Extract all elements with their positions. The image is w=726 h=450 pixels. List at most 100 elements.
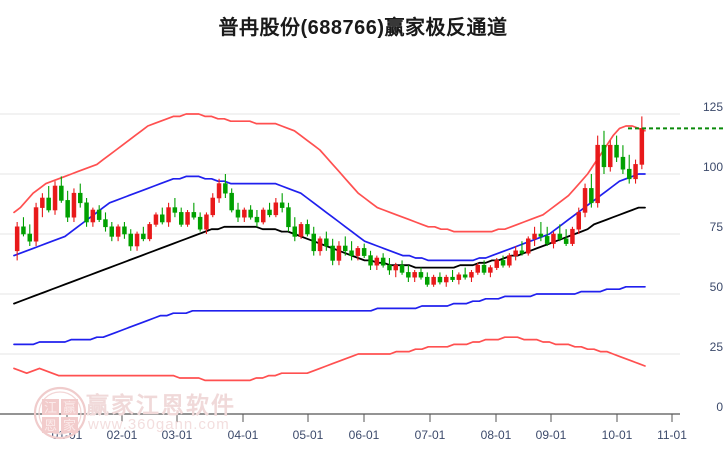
x-axis-label-05-01: 05-01: [292, 428, 324, 442]
candle-body: [286, 207, 291, 228]
candle-body: [267, 209, 272, 216]
candle-body: [109, 226, 115, 237]
candle-body: [122, 226, 127, 235]
candle-body: [519, 250, 525, 254]
candle-body: [96, 209, 102, 220]
candle-body: [160, 214, 165, 223]
candle-body: [179, 212, 184, 225]
candle-body: [576, 212, 581, 230]
candle-body: [387, 264, 392, 271]
candle-body: [462, 274, 468, 278]
candle-body: [317, 238, 323, 252]
candle-body: [14, 226, 20, 252]
candle-body: [481, 264, 487, 273]
candle-body: [336, 245, 342, 261]
candle-body: [342, 245, 348, 252]
candle-body: [330, 245, 335, 261]
candle-body: [305, 224, 310, 235]
band-lines: [13, 113, 646, 382]
candle-body: [437, 276, 443, 283]
candle-body: [21, 226, 26, 235]
candle-body: [153, 214, 159, 225]
candle-body: [33, 207, 39, 242]
candle-body: [254, 216, 260, 223]
candle-body: [374, 257, 380, 266]
candle-body: [626, 168, 632, 180]
candle-body: [204, 214, 209, 230]
x-axis-label-07-01: 07-01: [414, 428, 446, 442]
candle-body: [185, 212, 190, 225]
y-axis-label-100: 100: [702, 160, 723, 174]
candle-body: [412, 272, 417, 278]
axis-lines: [0, 413, 680, 422]
x-axis-label-08-01: 08-01: [480, 428, 512, 442]
candle-body: [595, 144, 600, 204]
candle-body: [248, 209, 253, 218]
y-axis-label-75: 75: [709, 220, 723, 234]
x-axis-label-11-01: 11-01: [657, 428, 687, 442]
candle-body: [260, 209, 266, 223]
candle-body: [71, 192, 77, 218]
candle-body: [216, 183, 222, 199]
candle-body: [311, 233, 316, 252]
candle-body: [134, 233, 140, 247]
candle-body: [406, 272, 411, 278]
candle-body: [235, 209, 241, 218]
x-axis-label-06-01: 06-01: [348, 428, 380, 442]
candle-body: [601, 144, 607, 168]
y-axis-label-50: 50: [709, 280, 723, 294]
candle-body: [456, 274, 462, 280]
candle-body: [210, 197, 216, 216]
candle-body: [582, 188, 588, 213]
candle-body: [40, 197, 45, 208]
candle-body: [544, 236, 550, 244]
grid-lines: [0, 113, 680, 355]
candle-body: [607, 144, 613, 168]
candle-body: [355, 248, 361, 256]
candle-body: [380, 257, 386, 266]
candle-body: [494, 260, 499, 268]
candle-body: [368, 255, 373, 266]
x-axis-label-03-01: 03-01: [161, 428, 193, 442]
candle-body: [229, 192, 234, 211]
candlestick-series: [14, 116, 645, 287]
candle-body: [103, 219, 108, 228]
candle-body: [488, 267, 493, 273]
candle-body: [538, 233, 544, 237]
candle-body: [532, 233, 537, 240]
candle-body: [279, 202, 285, 208]
x-axis-label-10-01: 10-01: [601, 428, 633, 442]
candle-body: [443, 276, 449, 283]
candle-body: [46, 197, 51, 211]
candle-body: [90, 209, 96, 223]
candle-body: [172, 207, 178, 213]
candle-body: [191, 212, 197, 218]
candle-body: [292, 226, 297, 237]
candle-body: [361, 248, 367, 256]
candle-body: [84, 202, 89, 223]
candle-body: [431, 276, 436, 285]
candle-body: [633, 164, 638, 180]
candle-body: [141, 233, 146, 240]
candle-body: [298, 224, 304, 237]
y-axis-label-125: 125: [702, 100, 723, 114]
candle-body: [507, 255, 512, 266]
candle-body: [551, 233, 556, 244]
candle-body: [128, 233, 134, 247]
candle-body: [525, 238, 531, 254]
candle-body: [469, 272, 474, 278]
candle-body: [614, 144, 619, 158]
chart-title: 普冉股份(688766)赢家极反通道: [218, 17, 508, 39]
candle-body: [563, 238, 569, 244]
candle-body: [513, 250, 518, 256]
candle-body: [223, 183, 228, 194]
candle-body: [52, 185, 58, 211]
candle-body: [500, 260, 506, 266]
candle-body: [589, 188, 594, 204]
candle-body: [166, 207, 171, 223]
band-line-0: [13, 113, 646, 233]
candle-body: [639, 128, 645, 165]
candle-body: [273, 202, 279, 216]
